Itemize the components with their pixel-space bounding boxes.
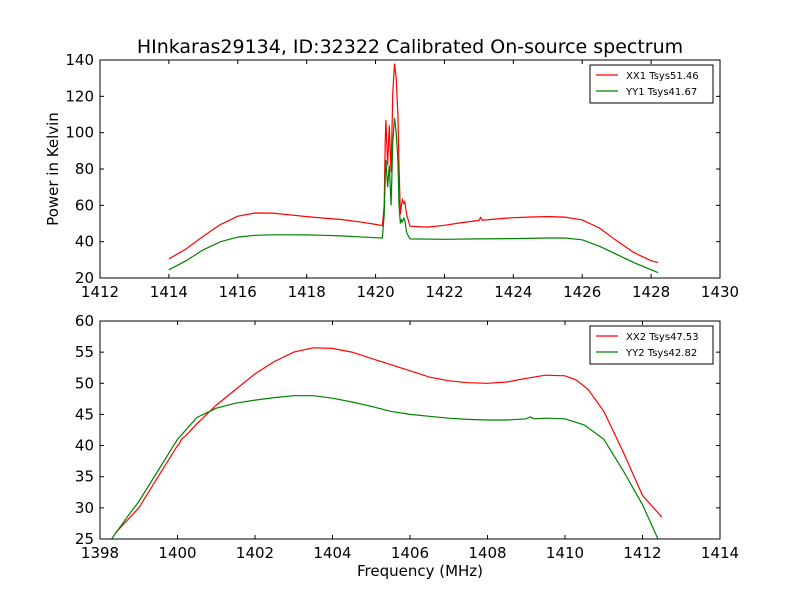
y-tick-label: 140 (65, 51, 94, 69)
legend: XX2 Tsys47.53 YY2 Tsys42.82 (589, 325, 714, 365)
legend: XX1 Tsys51.46 YY1 Tsys41.67 (589, 64, 714, 104)
plot-panel-1: 1412 1414 1416 1418 1420 1422 1424 1426 1428 1430… (44, 51, 739, 301)
y-tick-label: 120 (65, 87, 94, 105)
y-tick-label: 100 (65, 124, 94, 142)
legend-box (589, 64, 714, 104)
y-tick-label: 55 (75, 343, 94, 361)
x-tick-label: 1408 (468, 544, 506, 562)
x-tick-label: 1428 (632, 283, 670, 301)
x-tick-label: 1406 (391, 544, 429, 562)
series-line-2-1 (115, 347, 663, 534)
legend-label: XX2 Tsys47.53 (626, 332, 699, 343)
x-tick-label: 1430 (701, 283, 739, 301)
x-tick-label: 1420 (356, 283, 394, 301)
x-tick-label: 1400 (158, 544, 196, 562)
x-tick-label: 1404 (313, 544, 351, 562)
x-tick-label: 1402 (236, 544, 274, 562)
y-tick-label: 60 (75, 312, 94, 330)
x-tick-label: 1398 (81, 544, 119, 562)
plots-container: 1412 1414 1416 1418 1420 1422 1424 1426 1428 1430… (44, 51, 739, 580)
x-tick-label: 1422 (425, 283, 463, 301)
y-tick-label: 30 (75, 499, 94, 517)
y-tick-label: 80 (75, 160, 94, 178)
x-tick-label: 1414 (150, 283, 188, 301)
x-tick-label: 1424 (494, 283, 532, 301)
x-tick-label: 1410 (546, 544, 584, 562)
y-tick-label: 60 (75, 196, 94, 214)
x-tick-label: 1412 (623, 544, 661, 562)
x-tick-label: 1418 (288, 283, 326, 301)
y-axis-label: Power in Kelvin (44, 112, 62, 226)
y-tick-label: 40 (75, 233, 94, 251)
y-tick-label: 50 (75, 374, 94, 392)
legend-box (589, 325, 714, 365)
series-line-1-1 (168, 63, 659, 264)
x-tick-label: 1426 (563, 283, 601, 301)
x-tick-label: 1416 (219, 283, 257, 301)
legend-label: YY2 Tsys42.82 (625, 348, 697, 359)
x-tick-label: 1414 (701, 544, 739, 562)
series-line-1-2 (168, 118, 659, 274)
series-line-2-2 (111, 395, 659, 539)
legend-label: YY1 Tsys41.67 (625, 87, 697, 98)
y-tick-label: 40 (75, 437, 94, 455)
legend-label: XX1 Tsys51.46 (626, 71, 699, 82)
plot-panel-2: 1398 1400 1402 1404 1406 1408 1410 1412 1414 25 30… (75, 312, 739, 580)
x-axis-label: Frequency (MHz) (357, 562, 483, 580)
y-tick-label: 20 (75, 269, 94, 287)
chart-title: HInkaras29134, ID:32322 Calibrated On-so… (137, 36, 683, 58)
y-tick-label: 25 (75, 530, 94, 548)
x-tick-label: 1412 (81, 283, 119, 301)
y-tick-label: 35 (75, 468, 94, 486)
y-tick-label: 45 (75, 405, 94, 423)
